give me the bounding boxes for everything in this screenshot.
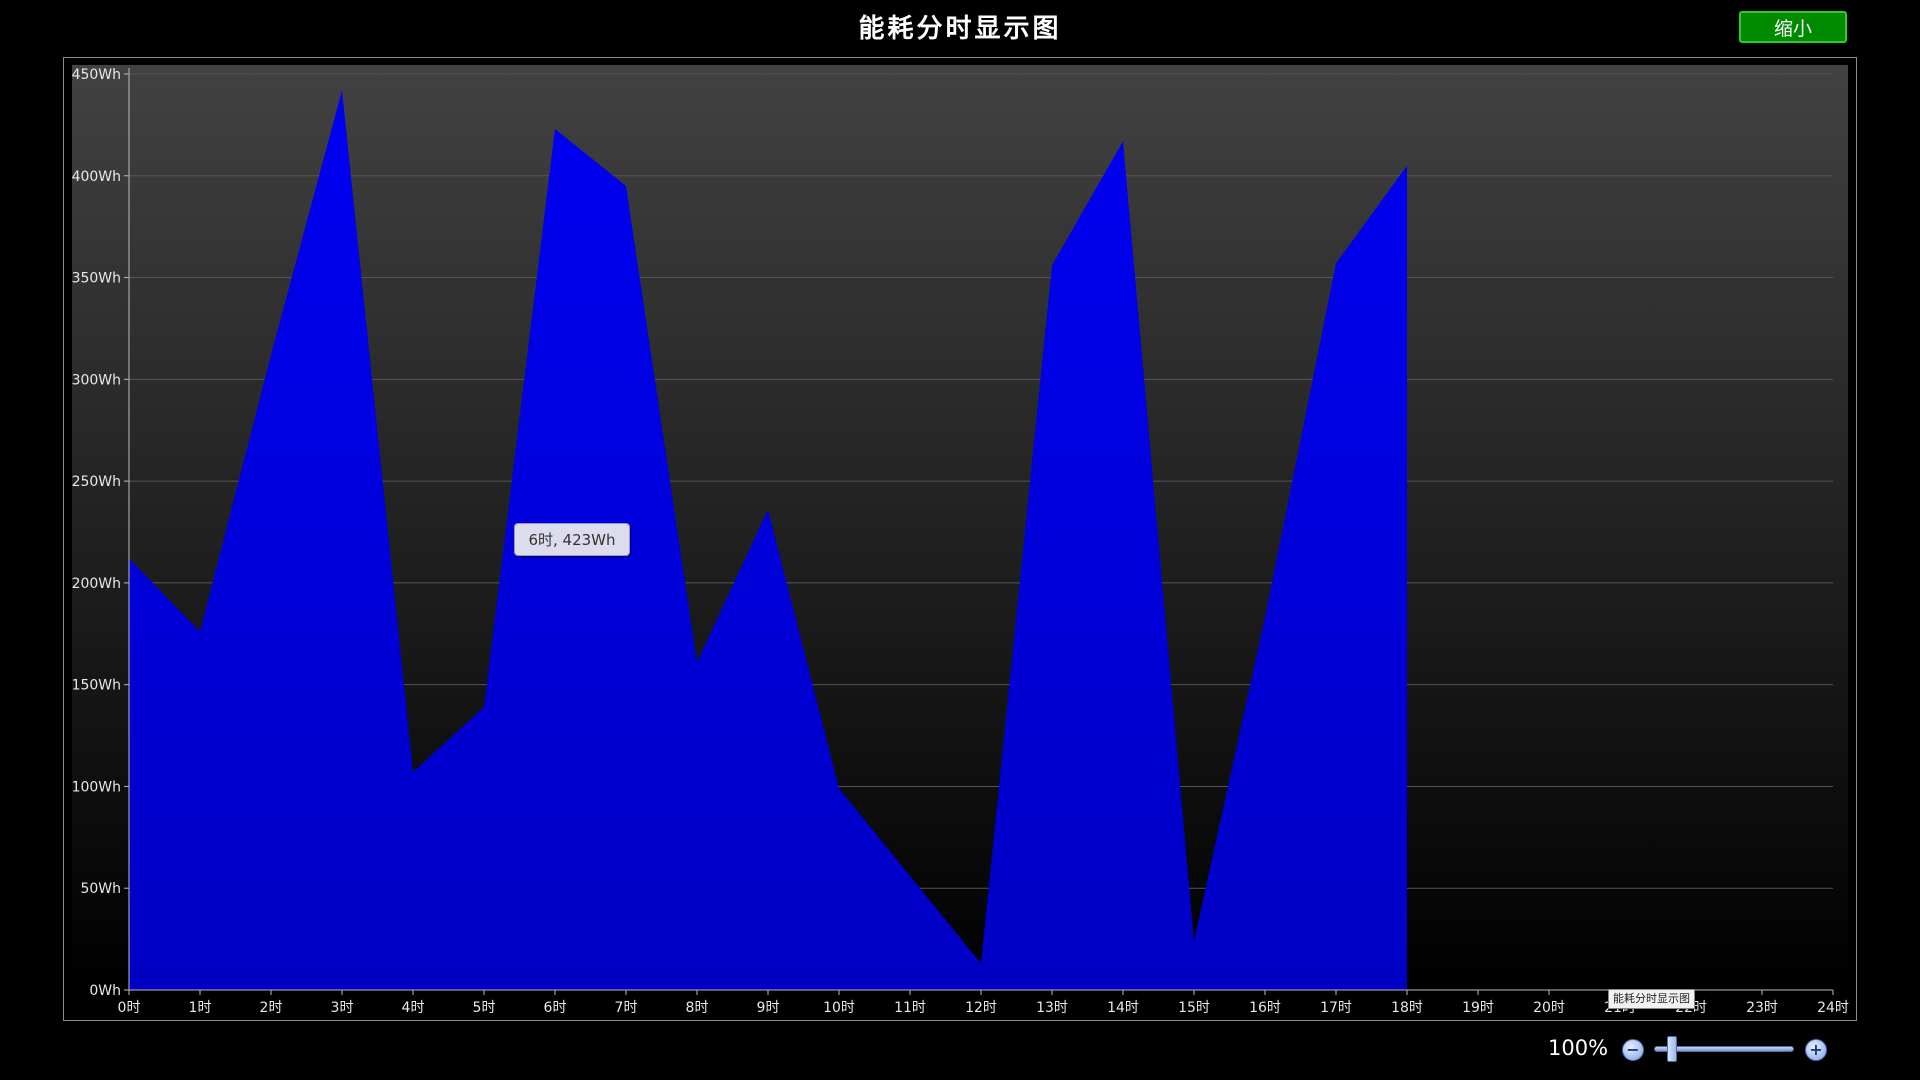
x-tick-label: 20时 [1533,1000,1565,1016]
x-tick-label: 13时 [1036,1000,1068,1016]
x-tick-label: 17时 [1320,1000,1352,1016]
data-point [1050,263,1054,267]
y-tick-label: 450Wh [72,67,121,83]
data-point [1405,164,1409,168]
minus-icon: − [1626,1040,1640,1059]
data-point [1263,615,1267,619]
x-tick-label: 2时 [260,1000,283,1016]
x-tick-label: 3时 [331,1000,354,1016]
data-point [1192,939,1196,943]
x-tick-label: 1时 [189,1000,212,1016]
zoom-in-button[interactable]: + [1805,1039,1827,1061]
y-tick-label: 400Wh [72,169,121,185]
data-point [908,874,912,878]
y-tick-label: 200Wh [72,576,121,592]
data-point [553,127,557,131]
data-point [1334,261,1338,265]
data-point [340,88,344,92]
data-tooltip: 6时, 423Wh [514,523,630,556]
x-tick-label: 14时 [1107,1000,1139,1016]
mini-tooltip: 能耗分时显示图 [1608,989,1695,1009]
data-point [198,630,202,634]
data-point [979,962,983,966]
x-tick-label: 11时 [894,1000,926,1016]
y-tick-label: 150Wh [72,678,121,694]
x-tick-label: 19时 [1462,1000,1494,1016]
x-tick-label: 16时 [1249,1000,1281,1016]
data-point [127,556,131,560]
data-point [695,660,699,664]
zoom-slider-thumb[interactable] [1667,1036,1677,1062]
x-tick-label: 15时 [1178,1000,1210,1016]
x-tick-label: 5时 [473,1000,496,1016]
y-tick-label: 50Wh [80,881,121,897]
x-tick-label: 23时 [1746,1000,1778,1016]
data-point [269,353,273,357]
energy-area-series [129,90,1407,991]
x-tick-label: 7时 [615,1000,638,1016]
data-point [837,786,841,790]
x-tick-label: 24时 [1817,1000,1849,1016]
x-tick-label: 4时 [402,1000,425,1016]
x-tick-label: 6时 [544,1000,567,1016]
data-point [766,508,770,512]
x-tick-label: 9时 [757,1000,780,1016]
chart-frame [63,57,1857,1021]
x-tick-label: 10时 [823,1000,855,1016]
y-tick-label: 250Wh [72,474,121,490]
zoom-level: 100% [1548,1036,1609,1060]
shrink-button[interactable]: 缩小 [1739,11,1847,43]
data-point [624,184,628,188]
x-tick-label: 8时 [686,1000,709,1016]
data-point [482,705,486,709]
x-tick-label: 12时 [965,1000,997,1016]
y-tick-label: 0Wh [89,983,121,999]
y-tick-label: 300Wh [72,372,121,388]
zoom-slider-track[interactable] [1654,1046,1794,1052]
data-point [1121,139,1125,143]
y-tick-label: 100Wh [72,779,121,795]
y-tick-label: 350Wh [72,271,121,287]
chart-title: 能耗分时显示图 [858,14,1062,44]
data-point [411,770,415,774]
zoom-out-button[interactable]: − [1622,1039,1644,1061]
plus-icon: + [1809,1040,1823,1059]
x-tick-label: 18时 [1391,1000,1423,1016]
x-tick-label: 0时 [118,1000,141,1016]
